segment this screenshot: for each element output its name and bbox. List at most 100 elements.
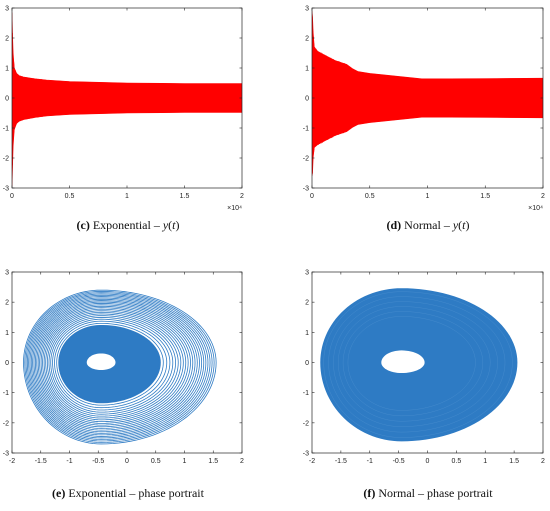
x-tick-label: 0	[310, 193, 314, 200]
x-tick-label: -2	[9, 458, 15, 465]
phase-orbit-line	[45, 311, 182, 419]
x-tick-label: -1	[66, 458, 72, 465]
y-tick-label: -3	[303, 451, 309, 458]
signal-envelope-area	[312, 10, 543, 177]
phase-orbit-line	[42, 308, 187, 423]
phase-orbit-line	[40, 307, 189, 424]
phase-orbit-line	[30, 297, 205, 436]
x-exponent-label: ×10⁴	[227, 205, 242, 212]
y-tick-label: -2	[3, 156, 9, 163]
phase-orbit-texture	[338, 306, 491, 422]
x-tick-label: 1.5	[480, 193, 490, 200]
x-tick-label: 0	[426, 458, 430, 465]
phase-orbit-line	[50, 316, 174, 413]
x-tick-label: 2	[541, 458, 545, 465]
x-tick-label: 1	[426, 193, 430, 200]
y-tick-label: -1	[3, 390, 9, 397]
x-tick-label: 1.5	[180, 193, 190, 200]
x-tick-label: 0.5	[365, 193, 375, 200]
x-tick-label: 0	[125, 458, 129, 465]
y-tick-label: -2	[3, 420, 9, 427]
y-tick-label: 1	[305, 66, 309, 73]
y-tick-label: 3	[5, 6, 9, 13]
y-tick-label: -2	[303, 156, 309, 163]
x-tick-label: 0	[10, 193, 14, 200]
x-tick-label: -2	[309, 458, 315, 465]
phase-orbit-line	[36, 302, 196, 429]
y-tick-label: 2	[305, 36, 309, 43]
x-tick-label: -0.5	[393, 458, 405, 465]
panel-caption: (c) Exponential – y(t)	[77, 218, 180, 232]
phase-orbit-line	[29, 296, 207, 437]
y-tick-label: 2	[305, 300, 309, 307]
x-tick-label: 1	[483, 458, 487, 465]
phase-orbit-line	[25, 292, 213, 442]
phase-orbit-line	[56, 322, 164, 406]
y-tick-label: 2	[5, 300, 9, 307]
phase-orbit-texture	[347, 316, 476, 411]
phase-orbit-line	[34, 301, 198, 431]
phase-orbit-texture	[328, 296, 506, 433]
signal-oscillation-lines	[312, 24, 347, 166]
chart-panel-d: 0 0.5 1 1.5 2 -3 -2 -1 0 1 2 3 ×10⁴ (d) Normal – y(t)	[303, 6, 545, 233]
phase-orbit-line	[24, 290, 215, 443]
phase-orbit-line	[23, 289, 217, 445]
phase-orbit-line	[48, 315, 176, 415]
x-tick-label: 1	[125, 193, 129, 200]
phase-center-hole	[86, 353, 116, 371]
x-tick-label: 0.5	[452, 458, 462, 465]
phase-orbit-texture	[333, 301, 498, 427]
phase-orbit-texture	[323, 291, 513, 438]
plot-content	[312, 10, 543, 177]
y-tick-label: 3	[5, 270, 9, 277]
y-tick-label: -2	[303, 420, 309, 427]
x-exponent-label: ×10⁴	[528, 205, 543, 212]
phase-orbit-line	[33, 300, 200, 433]
phase-center-hole	[381, 350, 425, 374]
phase-orbit-line	[52, 318, 171, 411]
y-tick-label: 3	[305, 6, 309, 13]
x-tick-label: -1	[367, 458, 373, 465]
y-tick-label: -1	[303, 126, 309, 133]
chart-panel-c: 0 0.5 1 1.5 2 -3 -2 -1 0 1 2 3 ×10⁴ (c) Exponential –…	[3, 6, 244, 233]
x-tick-label: 2	[240, 458, 244, 465]
x-tick-label: -1.5	[335, 458, 347, 465]
x-tick-label: -0.5	[92, 458, 104, 465]
phase-orbit-line	[39, 305, 191, 426]
y-tick-label: 1	[305, 330, 309, 337]
y-tick-label: 0	[5, 360, 9, 367]
phase-orbit-line	[26, 293, 211, 440]
y-tick-label: 0	[5, 96, 9, 103]
x-tick-label: 1	[183, 458, 187, 465]
phase-orbit-line	[46, 313, 179, 417]
plot-content	[23, 289, 217, 445]
phase-orbit-line	[28, 294, 209, 439]
y-tick-label: -1	[3, 126, 9, 133]
y-tick-label: 1	[5, 66, 9, 73]
y-tick-label: 0	[305, 360, 309, 367]
phase-orbit-line	[32, 298, 203, 434]
y-tick-label: -3	[3, 186, 9, 193]
y-tick-label: 3	[305, 270, 309, 277]
panel-caption: (f) Normal – phase portrait	[363, 486, 493, 500]
x-tick-label: -1.5	[35, 458, 47, 465]
y-tick-label: 0	[305, 96, 309, 103]
phase-orbit-texture	[342, 311, 484, 417]
panel-caption: (d) Normal – y(t)	[387, 218, 470, 232]
x-tick-label: 1.5	[509, 458, 519, 465]
y-tick-label: 1	[5, 330, 9, 337]
x-tick-label: 2	[541, 193, 545, 200]
y-tick-label: -1	[303, 390, 309, 397]
phase-orbit-line	[54, 320, 168, 409]
y-tick-label: 2	[5, 36, 9, 43]
phase-orbit-line	[37, 304, 194, 428]
x-tick-label: 2	[240, 193, 244, 200]
phase-orbit-line	[59, 325, 160, 403]
x-tick-label: 0.5	[65, 193, 75, 200]
y-tick-label: -3	[303, 186, 309, 193]
x-tick-label: 1.5	[208, 458, 218, 465]
panel-caption: (e) Exponential – phase portrait	[52, 486, 205, 500]
